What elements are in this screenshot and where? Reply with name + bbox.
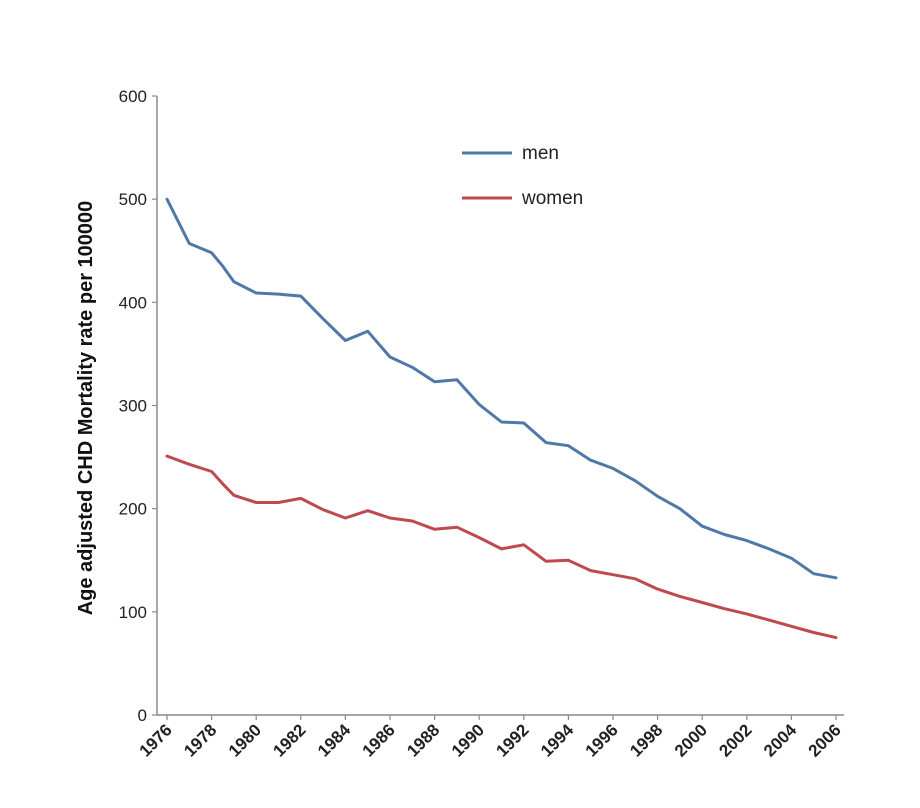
y-tick-label: 100 [119, 603, 147, 622]
series-line-men [165, 197, 838, 580]
x-tick-label: 2004 [760, 720, 801, 761]
series-lines [165, 197, 838, 640]
x-tick-label: 1982 [269, 720, 309, 760]
x-tick-label: 2002 [715, 720, 755, 760]
series-line-women [165, 454, 838, 640]
y-tick-label: 0 [138, 706, 147, 725]
x-tick-label: 1992 [492, 720, 532, 760]
y-axis-label: Age adjusted CHD Mortality rate per 1000… [75, 201, 97, 616]
y-tick-label: 200 [119, 500, 147, 519]
y-tick-label: 300 [119, 397, 147, 416]
x-tick-label: 1980 [225, 720, 265, 760]
x-tick-label: 1998 [626, 720, 666, 760]
y-tick-label: 500 [119, 190, 147, 209]
x-tick-label: 1978 [180, 720, 220, 760]
x-tick-label: 1996 [582, 720, 622, 760]
y-tick-label: 400 [119, 293, 147, 312]
x-tick-label: 1986 [359, 720, 399, 760]
x-tick-label: 1990 [448, 720, 488, 760]
x-tick-label: 1994 [537, 720, 578, 761]
x-tick-label: 1984 [314, 720, 355, 761]
y-tick-label: 600 [119, 87, 147, 106]
legend: men women [462, 143, 583, 209]
x-tick-label: 2000 [671, 720, 711, 760]
legend-label-women: women [521, 188, 583, 209]
x-axis-ticks: 1976 1978 1980 1982 1984 1986 1988 1990 1992 1994… [136, 715, 845, 761]
y-axis-ticks: 0 100 200 300 400 500 600 [119, 87, 157, 725]
x-tick-label: 1976 [136, 720, 176, 760]
x-tick-label: 2006 [805, 720, 845, 760]
x-tick-label: 1988 [403, 720, 443, 760]
legend-label-men: men [522, 143, 559, 164]
